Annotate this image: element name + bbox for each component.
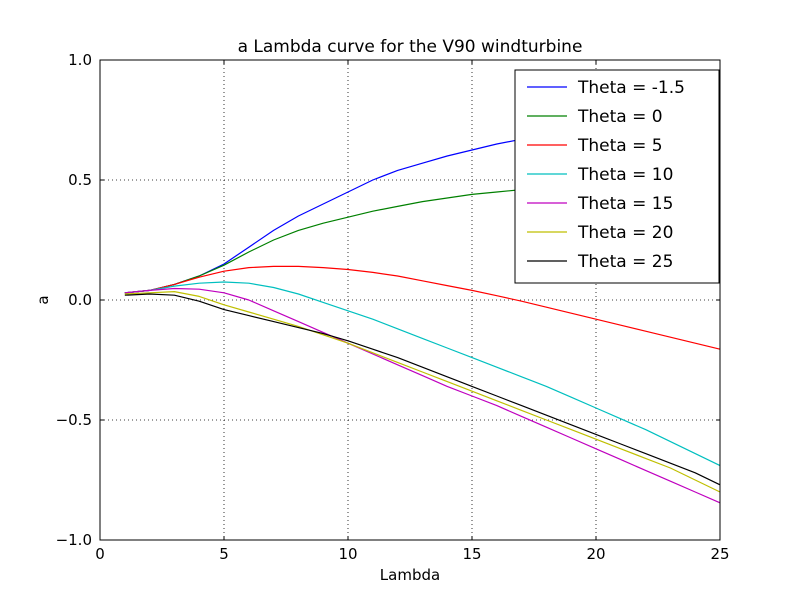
legend-label-1: Theta = 0 (577, 107, 663, 127)
x-tick-label: 25 (710, 545, 729, 563)
series-line-4 (124, 287, 721, 504)
y-tick-label: 0.5 (68, 171, 92, 189)
series-line-2 (124, 265, 721, 350)
legend-label-6: Theta = 25 (577, 252, 673, 272)
series-line-6 (124, 293, 721, 486)
y-tick-label: −1.0 (56, 531, 92, 549)
y-axis-label: a (34, 295, 52, 304)
legend-box (514, 69, 720, 284)
x-axis-label: Lambda (380, 566, 440, 584)
legend-label-0: Theta = -1.5 (577, 78, 685, 98)
series-line-3 (124, 281, 721, 467)
axis-ticks: 0 5 10 15 20 25 −1.0 −0.5 0.0 0.5 1.0 (56, 51, 730, 563)
legend-label-2: Theta = 5 (577, 136, 663, 156)
y-tick-label: 0.0 (68, 291, 92, 309)
series-line-5 (124, 291, 721, 493)
x-tick-label: 5 (219, 545, 229, 563)
chart-title: a Lambda curve for the V90 windturbine (238, 37, 583, 57)
y-tick-label: −0.5 (56, 411, 92, 429)
x-tick-label: 20 (586, 545, 605, 563)
legend: Theta = -1.5 Theta = 0 Theta = 5 Theta = 10… (514, 69, 720, 284)
y-tick-label: 1.0 (68, 51, 92, 69)
legend-label-3: Theta = 10 (577, 165, 673, 185)
legend-label-4: Theta = 15 (577, 194, 673, 214)
x-tick-label: 10 (338, 545, 357, 563)
x-tick-label: 15 (462, 545, 481, 563)
legend-label-5: Theta = 20 (577, 223, 673, 243)
x-tick-label: 0 (95, 545, 105, 563)
